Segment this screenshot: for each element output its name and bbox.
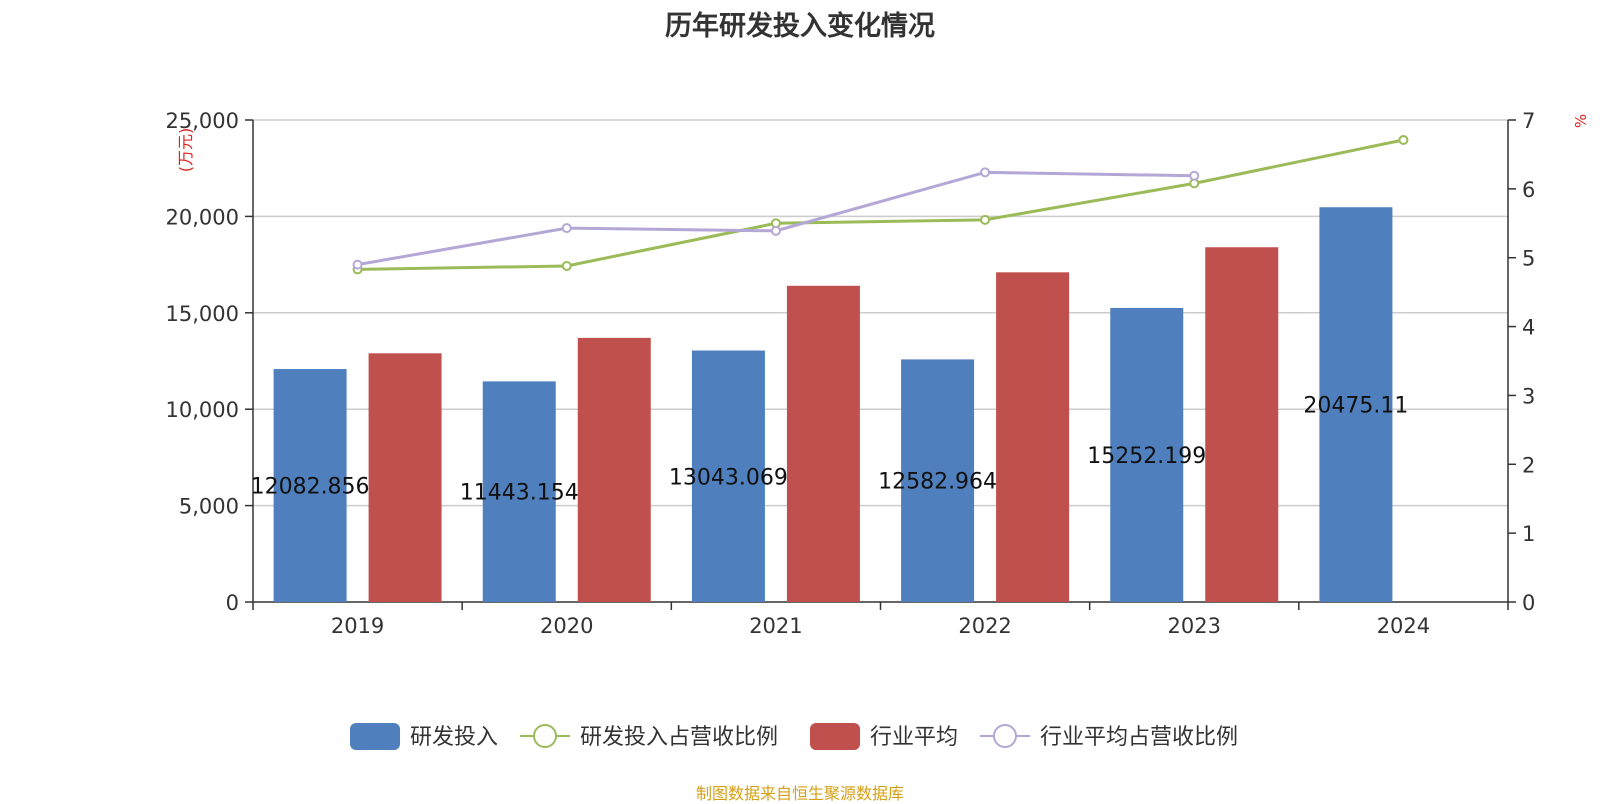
bar-industry-average xyxy=(577,337,651,602)
right-axis-tick-label: 7 xyxy=(1522,109,1535,133)
right-axis-tick-label: 0 xyxy=(1522,591,1535,615)
legend-label: 研发投入 xyxy=(410,725,498,750)
bar-data-label: 12582.964 xyxy=(878,470,997,495)
bar-data-label: 11443.154 xyxy=(460,481,579,506)
left-axis-unit: (万元) xyxy=(176,128,195,173)
bar-industry-average xyxy=(786,285,860,602)
point-rd-ratio xyxy=(980,214,991,225)
right-axis-tick-label: 1 xyxy=(1522,522,1535,546)
legend-label: 行业平均 xyxy=(870,725,958,750)
left-axis-tick-label: 15,000 xyxy=(166,302,239,326)
left-axis-tick-label: 10,000 xyxy=(166,398,239,422)
bar-rd-investment xyxy=(273,369,347,602)
left-axis-unit-label: (万元) xyxy=(176,128,195,173)
point-rd-ratio xyxy=(1398,134,1409,145)
bar-industry-average xyxy=(996,272,1070,602)
x-axis-tick-label: 2023 xyxy=(1168,614,1221,638)
line-rd-ratio xyxy=(357,138,1404,271)
bar-rd-investment xyxy=(901,359,975,602)
legend-swatch-bar xyxy=(350,723,400,750)
x-axis-tick-label: 2019 xyxy=(331,614,384,638)
left-axis-tick-label: 5,000 xyxy=(179,495,239,519)
x-axis-tick-label: 2021 xyxy=(749,614,802,638)
bar-industry-average xyxy=(1205,247,1279,603)
right-axis-tick-label: 3 xyxy=(1522,384,1535,408)
legend-label: 研发投入占营收比例 xyxy=(580,725,778,750)
x-axis-tick-label: 2024 xyxy=(1377,614,1430,638)
point-industry-ratio xyxy=(1189,170,1200,181)
left-axis-tick-label: 20,000 xyxy=(166,205,239,229)
x-axis-tick-label: 2020 xyxy=(540,614,593,638)
right-axis-unit-label: % xyxy=(1572,114,1590,128)
right-axis-tick-label: 6 xyxy=(1522,178,1535,202)
point-industry-ratio xyxy=(770,225,781,236)
chart-title: 历年研发投入变化情况 xyxy=(665,11,935,42)
bar-data-label: 20475.11 xyxy=(1303,394,1408,419)
point-rd-ratio xyxy=(561,260,572,271)
bar-industry-average xyxy=(368,353,442,602)
bar-rd-investment xyxy=(691,350,765,602)
bar-data-label: 12082.856 xyxy=(251,475,370,500)
point-industry-ratio xyxy=(352,259,363,270)
legend-swatch-marker xyxy=(533,724,557,748)
right-axis-tick-label: 5 xyxy=(1522,247,1535,271)
source-note: 制图数据来自恒生聚源数据库 xyxy=(695,784,904,803)
legend-label: 行业平均占营收比例 xyxy=(1040,725,1238,750)
right-axis-unit: % xyxy=(1572,114,1590,128)
bar-data-label: 13043.069 xyxy=(669,465,788,490)
left-axis-tick-label: 25,000 xyxy=(166,109,239,133)
bar-rd-investment xyxy=(1319,207,1393,603)
bar-rd-investment xyxy=(482,381,556,602)
bar-data-label: 15252.199 xyxy=(1087,444,1206,469)
bar-rd-investment xyxy=(1110,307,1184,602)
point-industry-ratio xyxy=(980,167,991,178)
left-axis-tick-label: 0 xyxy=(226,591,239,615)
right-axis-tick-label: 2 xyxy=(1522,453,1535,477)
right-axis-tick-label: 4 xyxy=(1522,316,1535,340)
point-industry-ratio xyxy=(561,223,572,234)
legend-swatch-marker xyxy=(993,724,1017,748)
x-axis-tick-label: 2022 xyxy=(958,614,1011,638)
plot-area: 0 5,000 10,000 15,000 20,000 25,000 0 1 2 3 4 5 6 7 20… xyxy=(166,109,1535,750)
legend-swatch-bar xyxy=(810,723,860,750)
